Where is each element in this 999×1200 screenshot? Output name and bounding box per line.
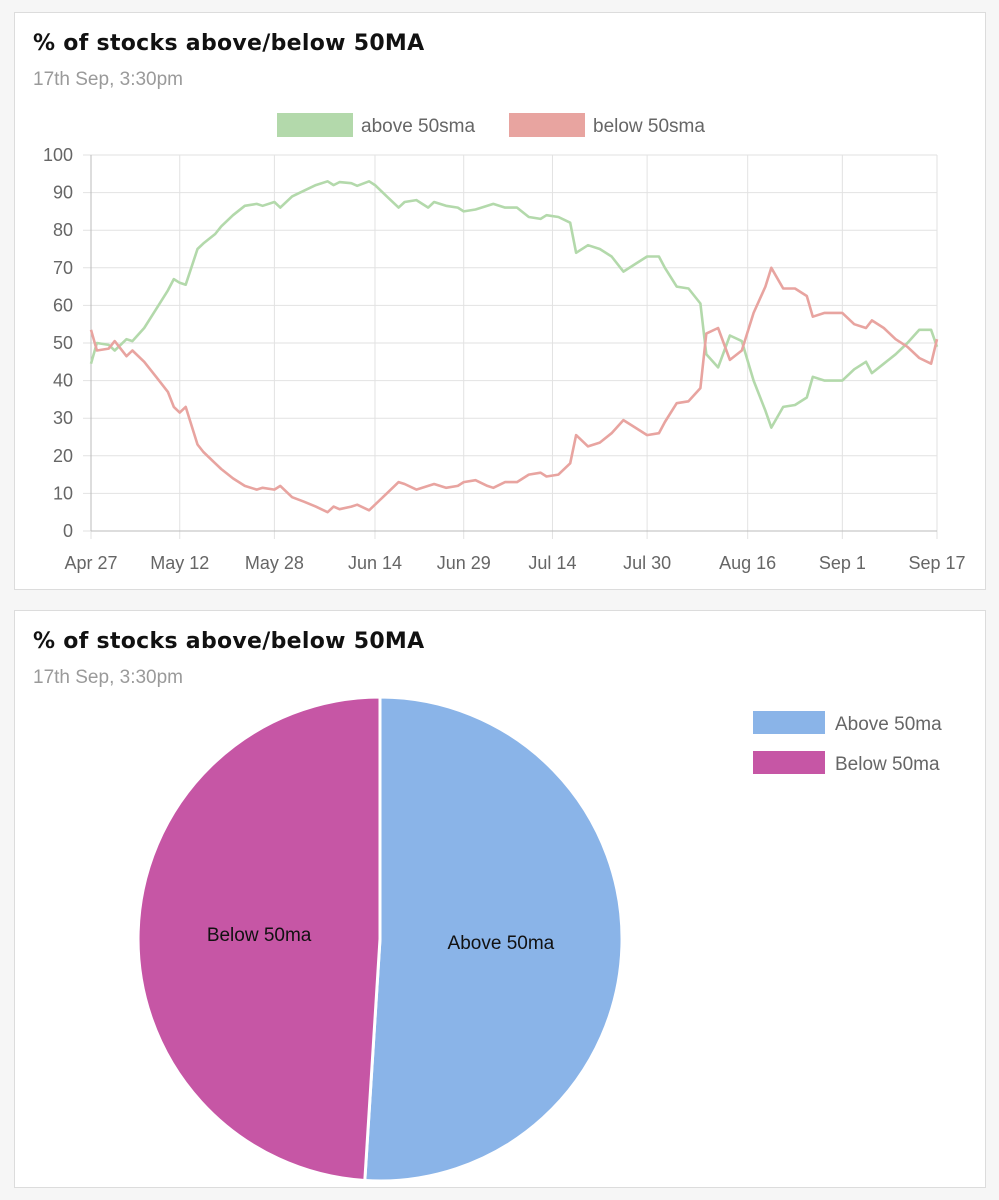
x-tick-label: Jul 14 <box>528 553 576 573</box>
y-tick-label: 80 <box>53 220 73 240</box>
x-tick-label: Sep 17 <box>908 553 965 573</box>
x-tick-label: Aug 16 <box>719 553 776 573</box>
y-tick-label: 50 <box>53 333 73 353</box>
legend-label[interactable]: above 50sma <box>361 116 476 137</box>
pie-legend: Above 50ma Below 50ma <box>753 711 942 775</box>
legend-swatch[interactable] <box>509 113 585 137</box>
pie-slice-above[interactable] <box>363 695 624 1183</box>
series <box>89 180 939 514</box>
line-chart-card: % of stocks above/below 50MA 17th Sep, 3… <box>14 12 986 590</box>
pie-slice-label: Above 50ma <box>448 933 555 954</box>
pie-chart-card: % of stocks above/below 50MA 17th Sep, 3… <box>14 610 986 1188</box>
y-tick-label: 20 <box>53 446 73 466</box>
axes: 0 10 20 30 40 50 60 70 80 90 100 Apr 27 May 12 May 28… <box>43 145 966 573</box>
pie-legend-label[interactable]: Above 50ma <box>835 714 942 735</box>
y-tick-label: 70 <box>53 258 73 278</box>
y-tick-label: 10 <box>53 483 73 503</box>
pie-chart-title: % of stocks above/below 50MA <box>33 629 425 654</box>
legend: above 50sma below 50sma <box>277 113 705 137</box>
x-tick-label: May 28 <box>245 553 304 573</box>
legend-label[interactable]: below 50sma <box>593 116 705 137</box>
legend-swatch[interactable] <box>277 113 353 137</box>
y-tick-label: 40 <box>53 371 73 391</box>
y-tick-label: 30 <box>53 408 73 428</box>
x-tick-label: Jul 30 <box>623 553 671 573</box>
pie-slice-below[interactable] <box>136 695 382 1183</box>
pie-chart: Above 50ma Below 50ma Above 50ma Below 50m… <box>136 695 942 1183</box>
pie-labels: Above 50ma Below 50ma <box>207 925 555 954</box>
x-tick-label: May 12 <box>150 553 209 573</box>
line-chart: 0 10 20 30 40 50 60 70 80 90 100 Apr 27 May 12 May 28… <box>43 113 966 573</box>
y-tick-label: 0 <box>63 521 73 541</box>
y-tick-label: 100 <box>43 145 73 165</box>
series-line-above[interactable] <box>89 180 939 429</box>
line-chart-title: % of stocks above/below 50MA <box>33 31 425 56</box>
x-tick-label: Jun 29 <box>437 553 491 573</box>
pie-legend-swatch[interactable] <box>753 751 825 774</box>
pie-legend-swatch[interactable] <box>753 711 825 734</box>
pie-chart-subtitle: 17th Sep, 3:30pm <box>33 667 183 688</box>
x-tick-label: Apr 27 <box>64 553 117 573</box>
x-tick-label: Jun 14 <box>348 553 402 573</box>
pie-slice-label: Below 50ma <box>207 925 312 946</box>
series-line-below[interactable] <box>89 266 939 514</box>
x-tick-label: Sep 1 <box>819 553 866 573</box>
y-tick-label: 90 <box>53 183 73 203</box>
line-chart-subtitle: 17th Sep, 3:30pm <box>33 69 183 90</box>
y-tick-label: 60 <box>53 295 73 315</box>
pie-legend-label[interactable]: Below 50ma <box>835 754 940 775</box>
pie-slices <box>136 695 624 1183</box>
